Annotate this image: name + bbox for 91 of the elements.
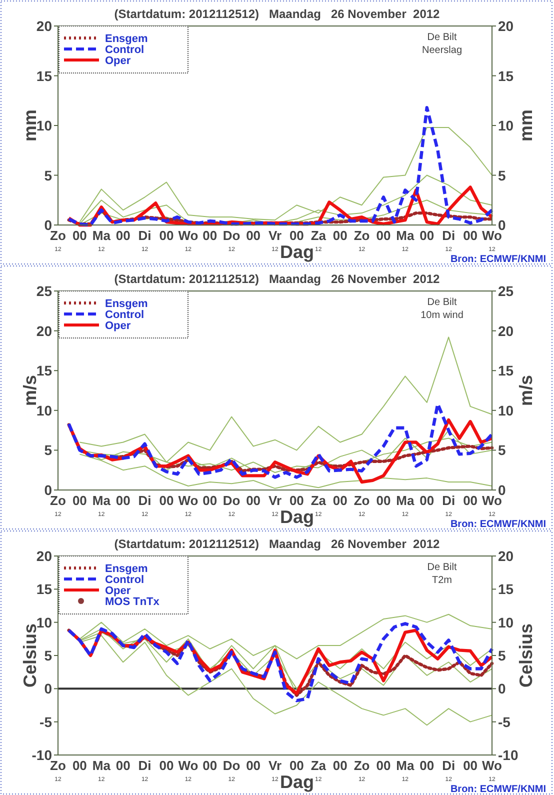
y2-tick-label: 10	[498, 118, 514, 134]
annotation: Neerslag	[422, 45, 462, 56]
y2-tick-label: 15	[498, 362, 514, 379]
y2-tick-label: 20	[498, 548, 514, 564]
y2-tick-label: 20	[498, 322, 514, 339]
y2-axis-title: Celsius	[516, 623, 536, 688]
y-tick-label: 5	[44, 167, 52, 184]
y2-tick-label: 0	[498, 217, 506, 233]
x-tick-label: 00	[72, 758, 87, 773]
y-tick-label: 20	[36, 322, 52, 339]
y-tick-label: 0	[44, 482, 52, 498]
y2-tick-label: 25	[498, 283, 514, 299]
y-tick-label: 25	[36, 283, 52, 299]
x-tick-label: 00	[72, 493, 87, 508]
x-tick-label: 00	[463, 758, 478, 773]
y-tick-label: 5	[44, 648, 52, 664]
text: Bron: ECMWF/KNMI	[450, 519, 546, 530]
legend-label: Oper	[105, 320, 132, 332]
x-tick-label: 00	[202, 758, 218, 773]
y-tick-label: -10	[32, 747, 52, 763]
x-axis-title: Dag	[280, 507, 314, 527]
x-tick-label: 00	[246, 493, 261, 508]
x-tick-label: 00	[463, 493, 478, 508]
legend-label: Control	[105, 574, 144, 586]
annotation: De Bilt	[427, 562, 457, 573]
x-tick-label: 00	[463, 228, 478, 243]
x-tick-label: 00	[72, 228, 87, 243]
y-tick-label: 15	[36, 581, 52, 598]
x-tick-label: 00	[332, 228, 348, 243]
x-tick-label: 00	[376, 493, 391, 508]
legend-label: Ensgem	[105, 33, 148, 45]
y2-tick-label: 10	[498, 402, 514, 418]
x-tick-label: 00	[159, 493, 174, 508]
y2-tick-label: 5	[498, 442, 506, 458]
x-tick-label: 00	[116, 228, 130, 243]
y2-tick-label: 0	[498, 482, 506, 498]
x-tick-label: 00	[289, 228, 304, 243]
legend-label: Oper	[105, 585, 132, 597]
legend-label: Oper	[105, 55, 132, 67]
x-tick-label: 00	[289, 758, 304, 773]
legend-label: Ensgem	[105, 298, 148, 310]
legend-label: Control	[105, 309, 144, 321]
y2-tick-label: 20	[498, 18, 514, 34]
y2-tick-label: 15	[498, 581, 514, 598]
y-tick-label: 20	[36, 18, 52, 34]
x-tick-label: 00	[202, 493, 218, 508]
x-tick-label: 00	[289, 493, 304, 508]
y2-tick-label: 15	[498, 68, 514, 84]
annotation: De Bilt	[427, 297, 457, 308]
x-tick-label: 00	[376, 758, 391, 773]
x-tick-label: 00	[420, 228, 434, 243]
legend-label: Control	[105, 44, 144, 56]
x-tick-label: 00	[202, 228, 218, 243]
text: Bron: ECMWF/KNMI	[450, 784, 546, 795]
y2-tick-label: -10	[498, 747, 518, 763]
chart-title: (Startdatum: 2012112512) Maandag 26 November 2012	[114, 7, 440, 21]
x-tick-label: 00	[332, 758, 348, 773]
annotation: De Bilt	[427, 32, 457, 43]
y2-tick-label: 5	[498, 648, 506, 664]
legend-label: Ensgem	[105, 563, 148, 575]
x-tick-label: 00	[246, 758, 261, 773]
y-tick-label: 0	[44, 217, 52, 233]
x-tick-label: 00	[246, 228, 261, 243]
y2-axis-title: mm	[516, 109, 536, 142]
text: Bron: ECMWF/KNMI	[450, 254, 546, 265]
x-tick-label: 00	[116, 493, 130, 508]
y-tick-label: 5	[44, 442, 52, 458]
y2-tick-label: 5	[498, 167, 506, 184]
y-tick-label: 0	[44, 680, 52, 697]
x-tick-label: 00	[159, 228, 174, 243]
x-tick-label: 00	[159, 758, 174, 773]
annotation: 10m wind	[420, 310, 464, 321]
legend-label: MOS TnTx	[105, 596, 160, 608]
y-tick-label: 20	[36, 548, 52, 564]
x-tick-label: 00	[420, 758, 434, 773]
y2-tick-label: 0	[498, 680, 506, 697]
y-tick-label: 15	[36, 68, 52, 84]
y2-tick-label: 10	[498, 614, 514, 630]
chart-title: (Startdatum: 2012112512) Maandag 26 November 2012	[114, 537, 440, 551]
y2-axis-title: m/s	[516, 374, 536, 406]
y-tick-label: 10	[36, 614, 52, 630]
x-tick-label: 00	[332, 493, 348, 508]
x-axis-title: Dag	[280, 242, 314, 262]
y-tick-label: -5	[40, 714, 52, 730]
x-tick-label: 00	[420, 493, 434, 508]
chart-title: (Startdatum: 2012112512) Maandag 26 November 2012	[114, 272, 440, 286]
y2-tick-label: -5	[498, 714, 511, 730]
x-tick-label: 00	[116, 758, 130, 773]
x-tick-label: 00	[376, 228, 391, 243]
annotation: T2m	[432, 575, 452, 586]
x-axis-title: Dag	[280, 772, 314, 792]
